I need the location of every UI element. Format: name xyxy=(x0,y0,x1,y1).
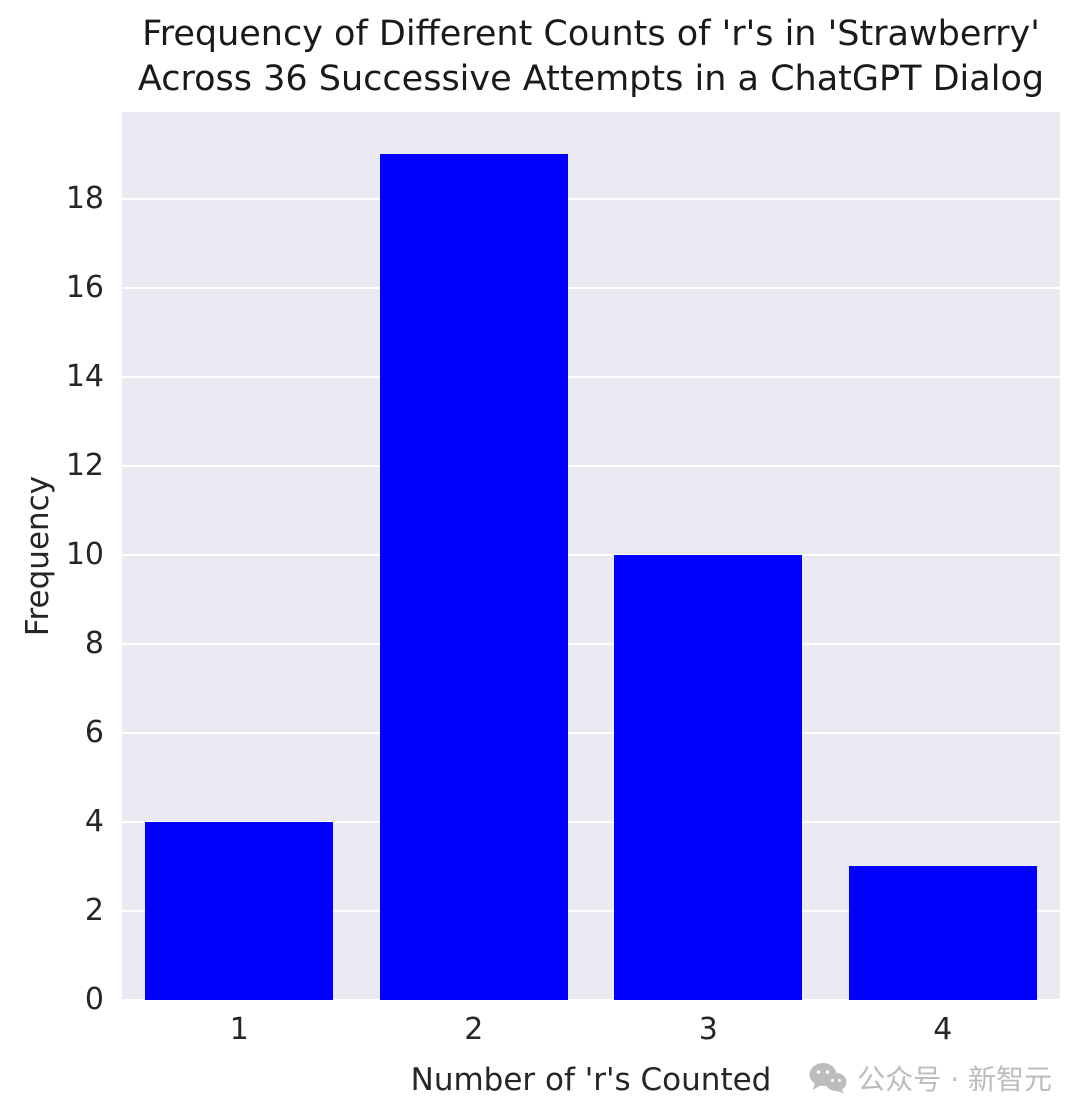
bar-count-2 xyxy=(379,154,568,1000)
gridline xyxy=(122,999,1060,1000)
chart-title-line1: Frequency of Different Counts of 'r's in… xyxy=(142,14,1040,54)
plot-area xyxy=(122,112,1060,1000)
y-tick-labels: 0 2 4 6 8 10 12 14 16 18 xyxy=(8,112,114,1017)
y-tick-label: 6 xyxy=(84,714,104,750)
bar-count-1 xyxy=(145,821,334,1000)
x-tick-label: 3 xyxy=(698,1012,718,1047)
y-tick-label: 12 xyxy=(65,447,104,483)
x-tick-label: 4 xyxy=(933,1012,953,1047)
bar-count-3 xyxy=(614,554,803,1000)
gridline xyxy=(122,464,1060,467)
y-tick-label: 16 xyxy=(65,269,104,305)
y-tick-label: 14 xyxy=(65,358,104,394)
x-axis-label: Number of 'r's Counted xyxy=(410,1062,772,1098)
x-tick-label: 1 xyxy=(229,1012,249,1047)
y-tick-label: 18 xyxy=(65,180,104,216)
y-tick-label: 10 xyxy=(65,536,104,572)
y-tick-label: 4 xyxy=(84,803,104,839)
gridline xyxy=(122,642,1060,645)
x-tick-label: 2 xyxy=(464,1012,484,1047)
watermark-text: 公众号 · 新智元 xyxy=(857,1063,1052,1096)
gridline xyxy=(122,820,1060,823)
gridline xyxy=(122,909,1060,912)
watermark: 公众号 · 新智元 xyxy=(809,1058,1052,1098)
gridline xyxy=(122,553,1060,556)
wechat-icon xyxy=(809,1063,847,1094)
chart-title-line2: Across 36 Successive Attempts in a ChatG… xyxy=(137,58,1045,99)
chart-title: Frequency of Different Counts of 'r's in… xyxy=(122,12,1060,102)
gridline xyxy=(122,731,1060,734)
gridline xyxy=(122,375,1060,378)
y-tick-label: 0 xyxy=(84,982,104,1017)
x-tick-labels: 1 2 3 4 xyxy=(122,1012,1060,1052)
gridline xyxy=(122,286,1060,289)
bar-count-4 xyxy=(848,866,1037,1000)
y-tick-label: 2 xyxy=(84,892,104,928)
y-tick-label: 8 xyxy=(84,625,104,661)
gridline xyxy=(122,197,1060,200)
